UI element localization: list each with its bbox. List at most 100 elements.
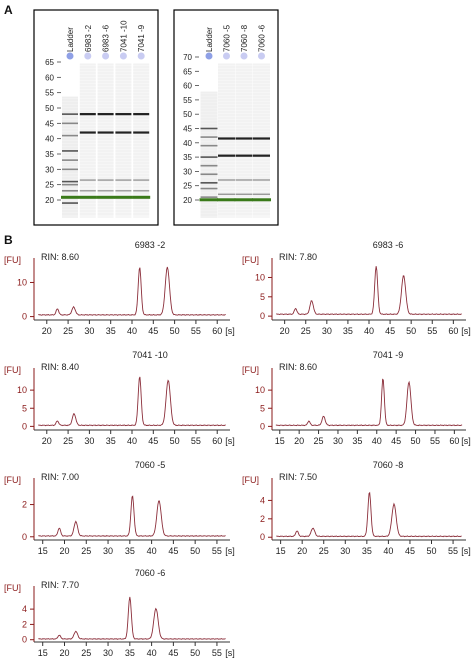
gel-band: [62, 122, 78, 125]
gel-band: [62, 202, 78, 204]
x-tick-label: 60: [449, 436, 459, 446]
gel-band: [235, 154, 253, 157]
gel-band: [97, 131, 114, 134]
rin-value: RIN: 8.40: [41, 362, 79, 372]
y-tick-label: 2: [22, 619, 27, 629]
x-tick-label: 50: [427, 546, 437, 556]
x-tick-label: 30: [84, 436, 94, 446]
gel-tick-label: 45: [183, 125, 192, 134]
x-tick-label: 50: [170, 436, 180, 446]
y-tick-label: 5: [22, 403, 27, 413]
lane-background: [97, 64, 114, 218]
panel-label-a: A: [4, 3, 13, 17]
x-tick-label: 25: [314, 436, 324, 446]
marker-band: [252, 198, 271, 202]
gel-tick-label: 60: [45, 73, 54, 82]
y-tick-label: 0: [260, 421, 265, 431]
gel-tick-label: 65: [183, 67, 192, 76]
x-tick-label: 15: [38, 546, 48, 556]
y-tick-label: 4: [260, 495, 265, 505]
well-dot: [137, 52, 145, 60]
plot-title: 7060 -6: [135, 568, 166, 578]
plot-title: 6983 -2: [135, 240, 166, 250]
y-tick-label: 10: [255, 385, 265, 395]
gel-tick-label: 40: [183, 139, 192, 148]
marker-band: [234, 198, 254, 202]
electropherogram-7: 7060 -6 RIN: 7.70 [FU] 0 2 4 15 20 25 30 35 40 45 50 5…: [4, 568, 235, 658]
y-tick-label: 10: [17, 385, 27, 395]
x-tick-label: 15: [276, 546, 286, 556]
y-axis-label: [FU]: [242, 255, 259, 265]
trace-line: [38, 376, 226, 427]
rin-value: RIN: 7.00: [41, 472, 79, 482]
y-axis-label: [FU]: [242, 365, 259, 375]
x-tick-label: 20: [59, 648, 69, 658]
gel-band: [79, 131, 96, 134]
y-tick-label: 2: [22, 500, 27, 510]
x-tick-label: 45: [148, 326, 158, 336]
lane-label: 7041 -10: [119, 20, 128, 52]
x-unit-label: [s]: [225, 546, 235, 556]
marker-band: [217, 198, 236, 202]
x-tick-label: 30: [84, 326, 94, 336]
y-axis-label: [FU]: [4, 475, 21, 485]
gel-band: [133, 113, 150, 116]
x-tick-label: 30: [103, 546, 113, 556]
marker-band: [61, 195, 79, 199]
gel-band: [97, 113, 114, 116]
x-tick-label: 20: [42, 436, 52, 446]
gel-band: [62, 168, 78, 171]
gel-tick-label: 65: [45, 58, 54, 67]
x-tick-label: 15: [275, 436, 285, 446]
gel-band: [253, 154, 270, 157]
plot-title: 7060 -5: [135, 460, 166, 470]
gel-band: [200, 136, 218, 138]
well-dot: [223, 52, 230, 60]
gel-band: [97, 179, 114, 181]
gel-images: 65 60 55 50 45 40 35 30 25 20 Ladder 6983 -2 6983 -6…: [33, 9, 279, 226]
gel-band: [200, 182, 218, 184]
x-tick-label: 45: [405, 546, 415, 556]
x-tick-label: 15: [38, 648, 48, 658]
x-unit-label: [s]: [225, 326, 235, 336]
plot-title: 7041 -9: [373, 350, 404, 360]
y-axis-label: [FU]: [4, 365, 21, 375]
gel-band: [200, 164, 218, 167]
x-tick-label: 45: [168, 546, 178, 556]
gel-band: [200, 127, 218, 130]
x-tick-label: 55: [448, 546, 458, 556]
gel-band: [133, 179, 150, 181]
well-dot: [205, 52, 213, 60]
x-tick-label: 60: [448, 326, 458, 336]
well-dot: [66, 52, 74, 60]
gel-band: [235, 137, 253, 140]
gel-tick-label: 30: [183, 167, 192, 176]
gel-band: [235, 179, 253, 181]
gel-band: [79, 179, 96, 181]
y-tick-label: 5: [260, 292, 265, 302]
gel-band: [253, 137, 270, 140]
lane-background: [115, 64, 132, 218]
gel-tick-label: 50: [45, 104, 54, 113]
gel-tick-label: 20: [45, 196, 54, 205]
y-axis-label: [FU]: [4, 583, 21, 593]
y-tick-label: 0: [260, 532, 265, 542]
x-tick-label: 20: [42, 326, 52, 336]
gel-band: [97, 190, 114, 192]
x-tick-label: 45: [168, 648, 178, 658]
lane-background: [133, 64, 150, 218]
gel-band: [62, 180, 78, 183]
x-tick-label: 35: [106, 436, 116, 446]
plot-title: 7041 -10: [132, 350, 168, 360]
x-unit-label: [s]: [461, 546, 471, 556]
electropherogram-5: 7060 -5 RIN: 7.00 [FU] 0 2 15 20 25 30 35 40 45 50 55…: [4, 460, 235, 556]
marker-band: [132, 195, 151, 199]
x-tick-label: 20: [59, 546, 69, 556]
gel-tick-label: 35: [45, 150, 54, 159]
x-tick-label: 20: [297, 546, 307, 556]
x-tick-label: 30: [322, 326, 332, 336]
gel-band: [62, 159, 78, 161]
x-tick-label: 50: [190, 648, 200, 658]
x-tick-label: 35: [352, 436, 362, 446]
